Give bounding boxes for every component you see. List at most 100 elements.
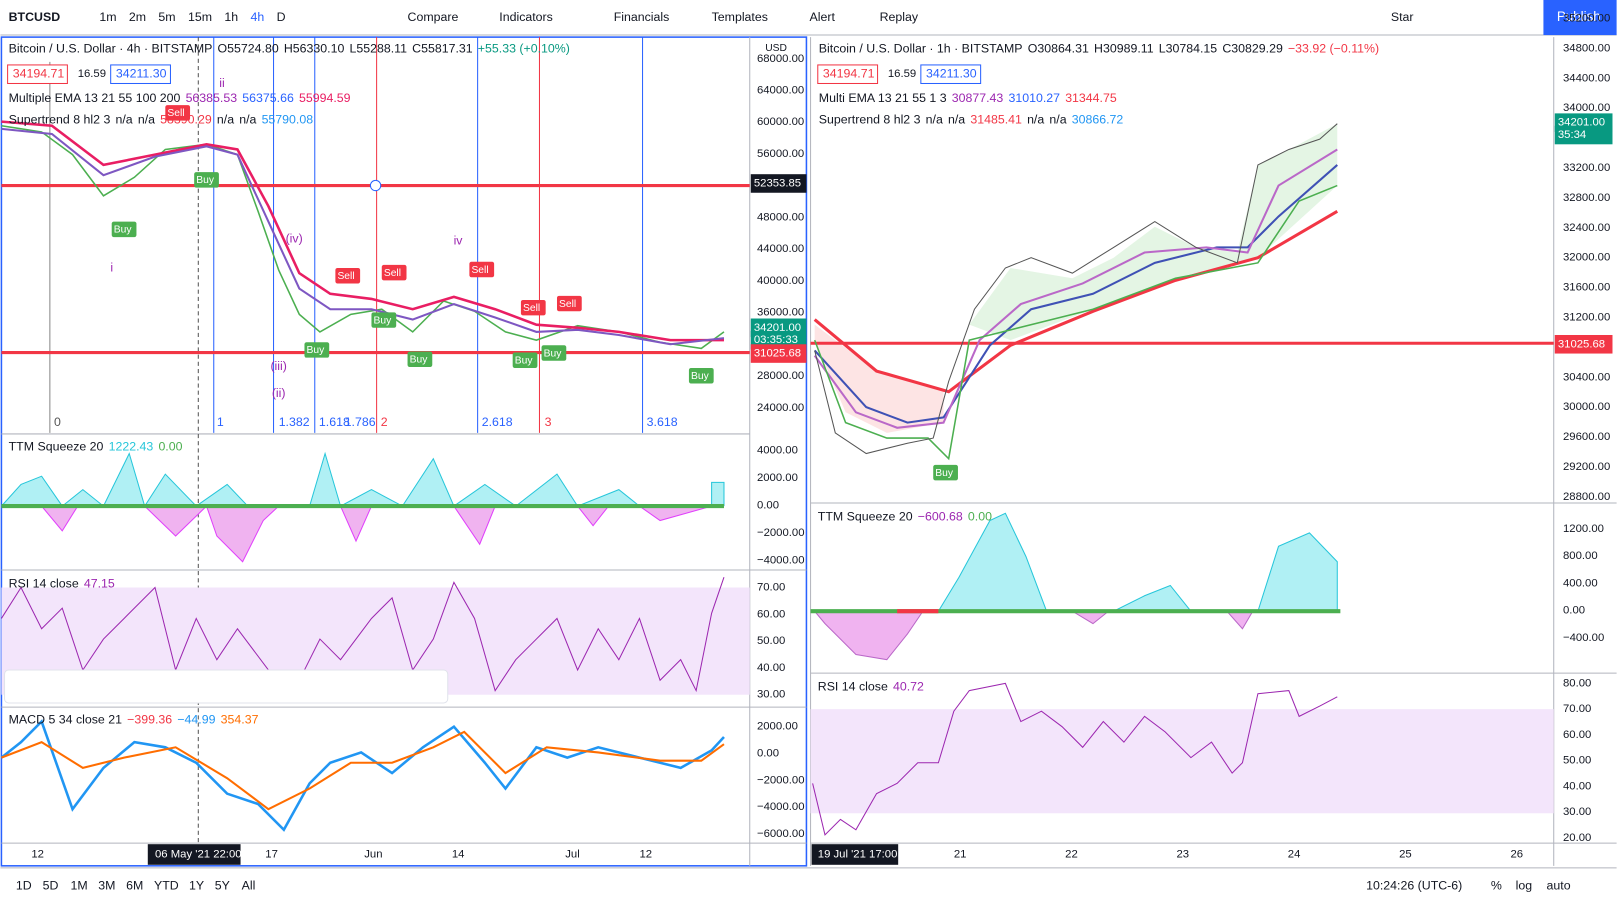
toolbar-button[interactable]: Compare	[408, 10, 459, 24]
buy-badge[interactable]	[110, 64, 171, 85]
price-label: 34201.00	[754, 322, 801, 334]
interval-button[interactable]: D	[277, 10, 286, 24]
currency-button[interactable]: USD	[765, 43, 787, 54]
signal: Buy	[691, 371, 710, 382]
legend-item: 30866.72	[1072, 113, 1124, 127]
legend-item: Multiple EMA 13 21 55 100 200	[9, 91, 181, 105]
legend-item: 31485.41	[970, 113, 1022, 127]
legend-item: 55994.59	[299, 91, 351, 105]
rsi-line	[0, 577, 725, 693]
sell-badge[interactable]	[7, 64, 68, 85]
interval-button[interactable]: 1h	[224, 10, 238, 24]
legend-item: TTM Squeeze 20	[818, 510, 913, 524]
range-button[interactable]: YTD	[154, 879, 179, 893]
drawing-toolbar[interactable]	[3, 669, 449, 704]
range-button[interactable]: All	[242, 879, 256, 893]
signal: Sell	[337, 271, 354, 282]
legend-item: L55288.11	[350, 42, 408, 56]
ttm-hist	[814, 610, 1254, 661]
legend-item: −600.68	[918, 510, 963, 524]
sell-badge[interactable]	[817, 64, 879, 85]
rsi-line	[812, 682, 1338, 836]
legend-item: +55.33 (+0.10%)	[478, 42, 570, 56]
publish-label[interactable]: Publish	[1557, 9, 1601, 24]
axis-label: 33200.00	[1563, 162, 1610, 174]
signal: Buy	[196, 175, 215, 186]
axis-label: 36000.00	[757, 307, 804, 319]
signal: Sell	[471, 265, 488, 276]
interval-button[interactable]: 15m	[188, 10, 212, 24]
scale-button[interactable]: log	[1516, 879, 1533, 893]
legend: RSI 14 close 40.72	[818, 680, 924, 694]
axis-label: 20.00	[1563, 832, 1591, 844]
legend-item: n/a	[217, 113, 234, 127]
legend-item: 56385.53	[186, 91, 238, 105]
sell-price[interactable]: 34194.71	[13, 66, 65, 80]
signal-bg	[556, 295, 582, 312]
interval-button[interactable]: 4h	[251, 10, 265, 24]
signal-bg	[407, 351, 433, 367]
fib-label: 2	[381, 415, 388, 429]
time-label: Jun	[364, 848, 382, 860]
interval-button[interactable]: 1m	[99, 10, 116, 24]
axis-label: −6000.00	[757, 828, 805, 840]
axis-label: 30000.00	[1563, 401, 1610, 413]
axis-label: 34000.00	[1563, 102, 1610, 114]
interval-button[interactable]: 2m	[129, 10, 146, 24]
buy-badge[interactable]	[920, 64, 982, 85]
toolbar-button[interactable]: Alert	[810, 10, 836, 24]
price-label: 31025.68	[754, 348, 801, 360]
axis-label: 29200.00	[1563, 461, 1610, 473]
legend-item: n/a	[948, 113, 965, 127]
symbol[interactable]: BTCUSD	[9, 10, 61, 24]
rsi-band	[810, 709, 1554, 814]
signal: Buy	[410, 354, 429, 365]
sell-price[interactable]: 34194.71	[823, 66, 875, 80]
range-button[interactable]: 5D	[43, 879, 59, 893]
signal-bg	[111, 221, 137, 238]
legend-item: 0.00	[158, 440, 182, 454]
toolbar-button[interactable]: Templates	[712, 10, 768, 24]
legend: MACD 5 34 close 21 −399.36 −44.99 354.37	[9, 713, 259, 727]
legend-item: Bitcoin / U.S. Dollar · 1h · BITSTAMP	[819, 42, 1023, 56]
range-button[interactable]: 1D	[16, 879, 32, 893]
axis-label: 2000.00	[757, 721, 798, 733]
legend-item: 47.15	[84, 577, 115, 591]
toolbar-button[interactable]: Indicators	[499, 10, 553, 24]
axis-label: −4000.00	[757, 801, 805, 813]
range-button[interactable]: 1M	[70, 879, 87, 893]
interval-button[interactable]: 5m	[158, 10, 175, 24]
legend-item: 40.72	[893, 680, 924, 694]
axis-label: 28000.00	[757, 370, 804, 382]
legend-item: 31344.75	[1065, 91, 1117, 105]
fib-label: 3	[545, 415, 552, 429]
scale-button[interactable]: %	[1491, 879, 1502, 893]
time-label: 14	[452, 848, 465, 860]
toolbar-button[interactable]: Financials	[614, 10, 670, 24]
axis-label: 70.00	[1563, 703, 1591, 715]
legend-item: 31010.27	[1008, 91, 1060, 105]
axis-label: 50.00	[757, 635, 785, 647]
range-button[interactable]: 5Y	[215, 879, 230, 893]
line-handle[interactable]	[369, 179, 382, 192]
signal: Buy	[935, 468, 954, 479]
range-button[interactable]: 6M	[126, 879, 143, 893]
toolbar-button[interactable]: Replay	[880, 10, 919, 24]
time-label: 21	[954, 848, 967, 860]
legend-item: RSI 14 close	[818, 680, 888, 694]
buy-price[interactable]: 34211.30	[926, 66, 977, 80]
time-label: 12	[639, 848, 652, 860]
signal-bg	[335, 267, 361, 284]
buy-price[interactable]: 34211.30	[116, 66, 167, 80]
legend-item: C30829.29	[1222, 42, 1283, 56]
axis-label: 30.00	[1563, 806, 1591, 818]
layout-button[interactable]: Star	[1391, 10, 1414, 24]
publish-button[interactable]	[1543, 0, 1617, 36]
scale-button[interactable]: auto	[1547, 879, 1571, 893]
fib-label: 1	[217, 415, 224, 429]
range-button[interactable]: 3M	[98, 879, 115, 893]
range-button[interactable]: 1Y	[189, 879, 204, 893]
axis-label: 40.00	[757, 662, 785, 674]
signal-bg	[688, 367, 714, 384]
